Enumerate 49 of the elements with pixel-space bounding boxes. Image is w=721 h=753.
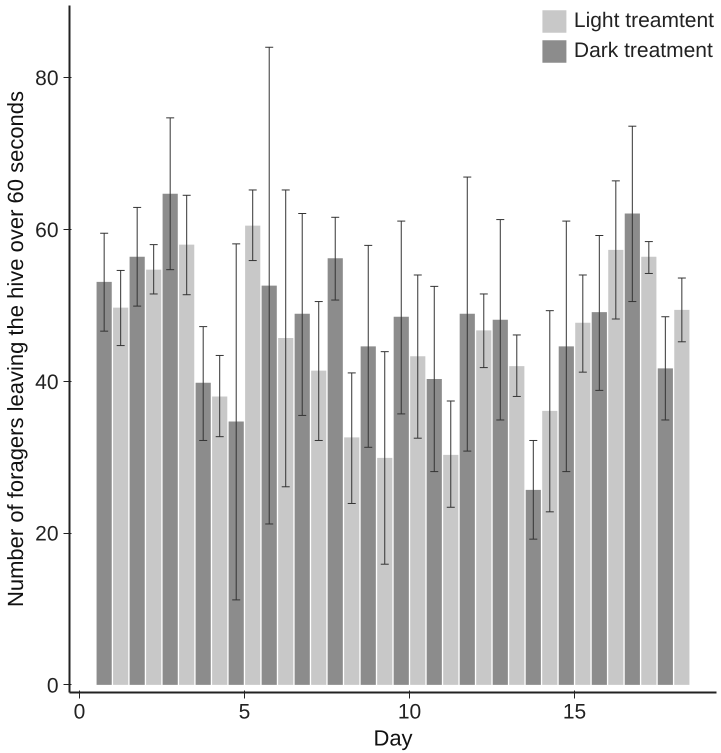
bar — [674, 310, 690, 685]
bar — [476, 330, 492, 685]
bar — [394, 316, 409, 685]
bar — [641, 256, 656, 685]
bar — [162, 194, 178, 685]
bar — [658, 368, 673, 685]
bar — [146, 270, 162, 685]
bar — [196, 382, 211, 685]
y-tick-label: 60 — [35, 218, 58, 242]
x-tick-label: 5 — [238, 700, 250, 724]
x-axis-title: Day — [373, 726, 413, 750]
bar — [328, 258, 343, 685]
bar — [344, 437, 360, 685]
bar — [311, 370, 326, 685]
y-tick-label: 0 — [46, 674, 59, 698]
bar — [377, 458, 392, 685]
bar — [575, 322, 590, 685]
bar — [410, 356, 426, 685]
x-tick-label: 10 — [398, 700, 422, 724]
y-tick-label: 80 — [35, 67, 58, 90]
bar — [212, 396, 228, 685]
legend-label: Dark treatment — [574, 39, 713, 63]
x-tick-label: 15 — [562, 700, 586, 724]
y-tick-label: 20 — [35, 522, 58, 546]
bar — [624, 214, 640, 685]
bar — [542, 410, 558, 685]
legend-label: Light treamtent — [574, 9, 714, 33]
bar — [262, 286, 277, 685]
bar — [130, 256, 145, 685]
bar — [294, 314, 310, 685]
x-tick-label: 0 — [74, 700, 86, 724]
bar — [245, 226, 260, 685]
y-axis-title: Number of foragers leaving the hive over 60 seconds — [3, 90, 28, 608]
bar — [360, 346, 376, 685]
bar — [426, 378, 442, 685]
bar — [443, 454, 458, 685]
bar — [460, 314, 475, 685]
bar — [228, 421, 244, 685]
bar — [492, 320, 508, 685]
bar — [608, 250, 624, 685]
bar — [592, 312, 607, 685]
y-tick-label: 40 — [35, 370, 58, 394]
bar — [96, 282, 112, 685]
bar — [113, 308, 128, 685]
bar — [509, 366, 524, 685]
bar — [526, 490, 541, 685]
bar — [558, 346, 574, 685]
bar — [278, 338, 294, 685]
bar — [179, 244, 194, 685]
